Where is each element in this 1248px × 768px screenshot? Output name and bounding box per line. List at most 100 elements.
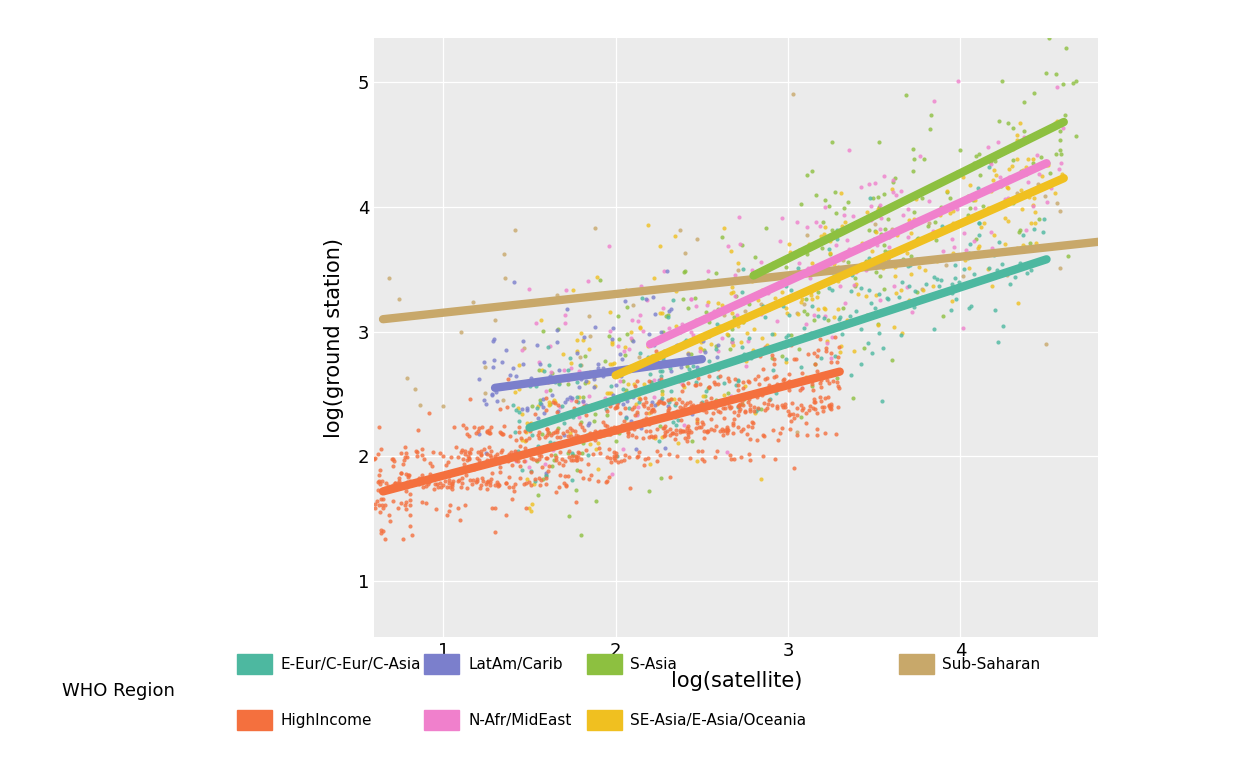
Point (492, 356, 512, 368)
Point (988, 115, 1008, 127)
Point (388, 477, 408, 489)
Point (694, 402, 714, 415)
Point (584, 222, 604, 234)
Point (705, 394, 725, 406)
Point (807, 303, 827, 316)
Point (577, 399, 597, 411)
Point (820, 402, 840, 415)
Point (736, 429, 756, 441)
Point (618, 301, 638, 313)
Point (489, 478, 509, 491)
Point (721, 287, 741, 300)
Point (549, 468, 569, 481)
Point (451, 481, 470, 493)
Point (694, 365, 714, 377)
Point (666, 429, 686, 441)
Point (694, 432, 714, 445)
Point (605, 402, 625, 414)
Point (1010, 118, 1030, 130)
Point (797, 262, 817, 274)
Point (763, 424, 782, 436)
Point (776, 270, 796, 283)
Point (791, 198, 811, 210)
Point (950, 144, 970, 156)
Point (1063, 77, 1083, 89)
Point (1010, 243, 1030, 256)
Point (587, 398, 607, 410)
Point (488, 478, 508, 490)
Point (734, 393, 754, 406)
Point (670, 401, 690, 413)
Point (724, 413, 744, 425)
Point (569, 391, 589, 403)
Point (620, 419, 640, 431)
Point (987, 263, 1007, 276)
Point (926, 233, 946, 246)
Point (694, 344, 714, 356)
Point (499, 448, 519, 460)
Point (547, 336, 567, 348)
Point (920, 123, 940, 135)
Point (553, 458, 573, 471)
Point (789, 288, 809, 300)
Point (442, 482, 462, 495)
Point (658, 356, 678, 369)
Point (1031, 125, 1051, 137)
Point (827, 275, 847, 287)
Point (595, 402, 615, 415)
Point (758, 372, 778, 384)
Point (820, 247, 840, 259)
Point (533, 363, 553, 376)
Point (1008, 296, 1028, 309)
Point (574, 400, 594, 412)
Point (953, 251, 973, 263)
Point (648, 455, 668, 467)
Point (538, 429, 558, 442)
Point (901, 250, 921, 262)
Point (695, 385, 715, 397)
Point (633, 325, 653, 337)
Point (724, 310, 744, 323)
Point (666, 419, 686, 432)
Point (659, 402, 679, 414)
Point (648, 397, 668, 409)
Point (750, 378, 770, 390)
Point (819, 200, 839, 212)
Point (416, 480, 436, 492)
Point (714, 395, 734, 407)
Point (549, 457, 569, 469)
Point (376, 499, 396, 511)
Point (528, 420, 548, 432)
Point (568, 396, 588, 408)
Point (394, 454, 414, 466)
Point (947, 75, 967, 88)
Point (547, 371, 567, 383)
Point (831, 250, 851, 263)
Point (693, 453, 713, 465)
Point (714, 309, 734, 321)
Point (505, 454, 525, 466)
Point (680, 403, 700, 415)
Point (966, 233, 986, 245)
Point (961, 300, 981, 312)
Point (708, 378, 728, 390)
Point (810, 391, 830, 403)
Point (805, 402, 825, 415)
Point (720, 402, 740, 414)
Point (713, 396, 733, 408)
Point (874, 341, 894, 353)
Point (570, 290, 590, 303)
Point (773, 401, 792, 413)
Point (773, 350, 792, 362)
Point (766, 378, 786, 390)
Point (689, 445, 709, 457)
Point (831, 187, 851, 199)
Point (482, 502, 502, 514)
Point (641, 406, 661, 419)
Point (740, 433, 760, 445)
Point (554, 372, 574, 385)
Point (634, 378, 654, 390)
Point (775, 339, 795, 352)
Point (815, 426, 835, 439)
Point (980, 161, 1000, 174)
